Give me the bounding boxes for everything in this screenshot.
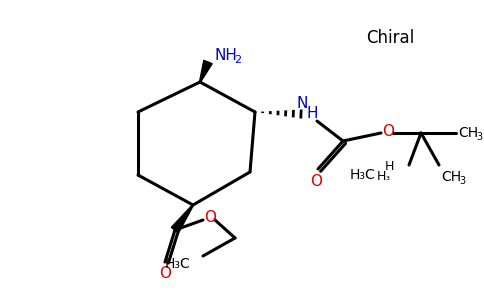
- Text: NH: NH: [214, 49, 237, 64]
- Text: H₃C: H₃C: [349, 168, 375, 182]
- Text: H: H: [377, 170, 386, 184]
- Text: H: H: [385, 160, 394, 173]
- Text: O: O: [159, 266, 171, 281]
- Text: O: O: [310, 173, 322, 188]
- Text: O: O: [382, 124, 394, 140]
- Text: 3: 3: [476, 132, 482, 142]
- Text: Chiral: Chiral: [366, 29, 414, 47]
- Text: H₃C: H₃C: [165, 257, 191, 271]
- Text: N: N: [296, 97, 307, 112]
- Text: 3: 3: [459, 176, 465, 186]
- Text: H: H: [307, 106, 318, 121]
- Polygon shape: [171, 205, 194, 232]
- Text: O: O: [204, 211, 216, 226]
- Text: CH: CH: [458, 126, 478, 140]
- Text: CH: CH: [441, 170, 461, 184]
- Text: 2: 2: [234, 55, 241, 65]
- Text: ₃: ₃: [385, 172, 389, 182]
- Polygon shape: [199, 60, 212, 82]
